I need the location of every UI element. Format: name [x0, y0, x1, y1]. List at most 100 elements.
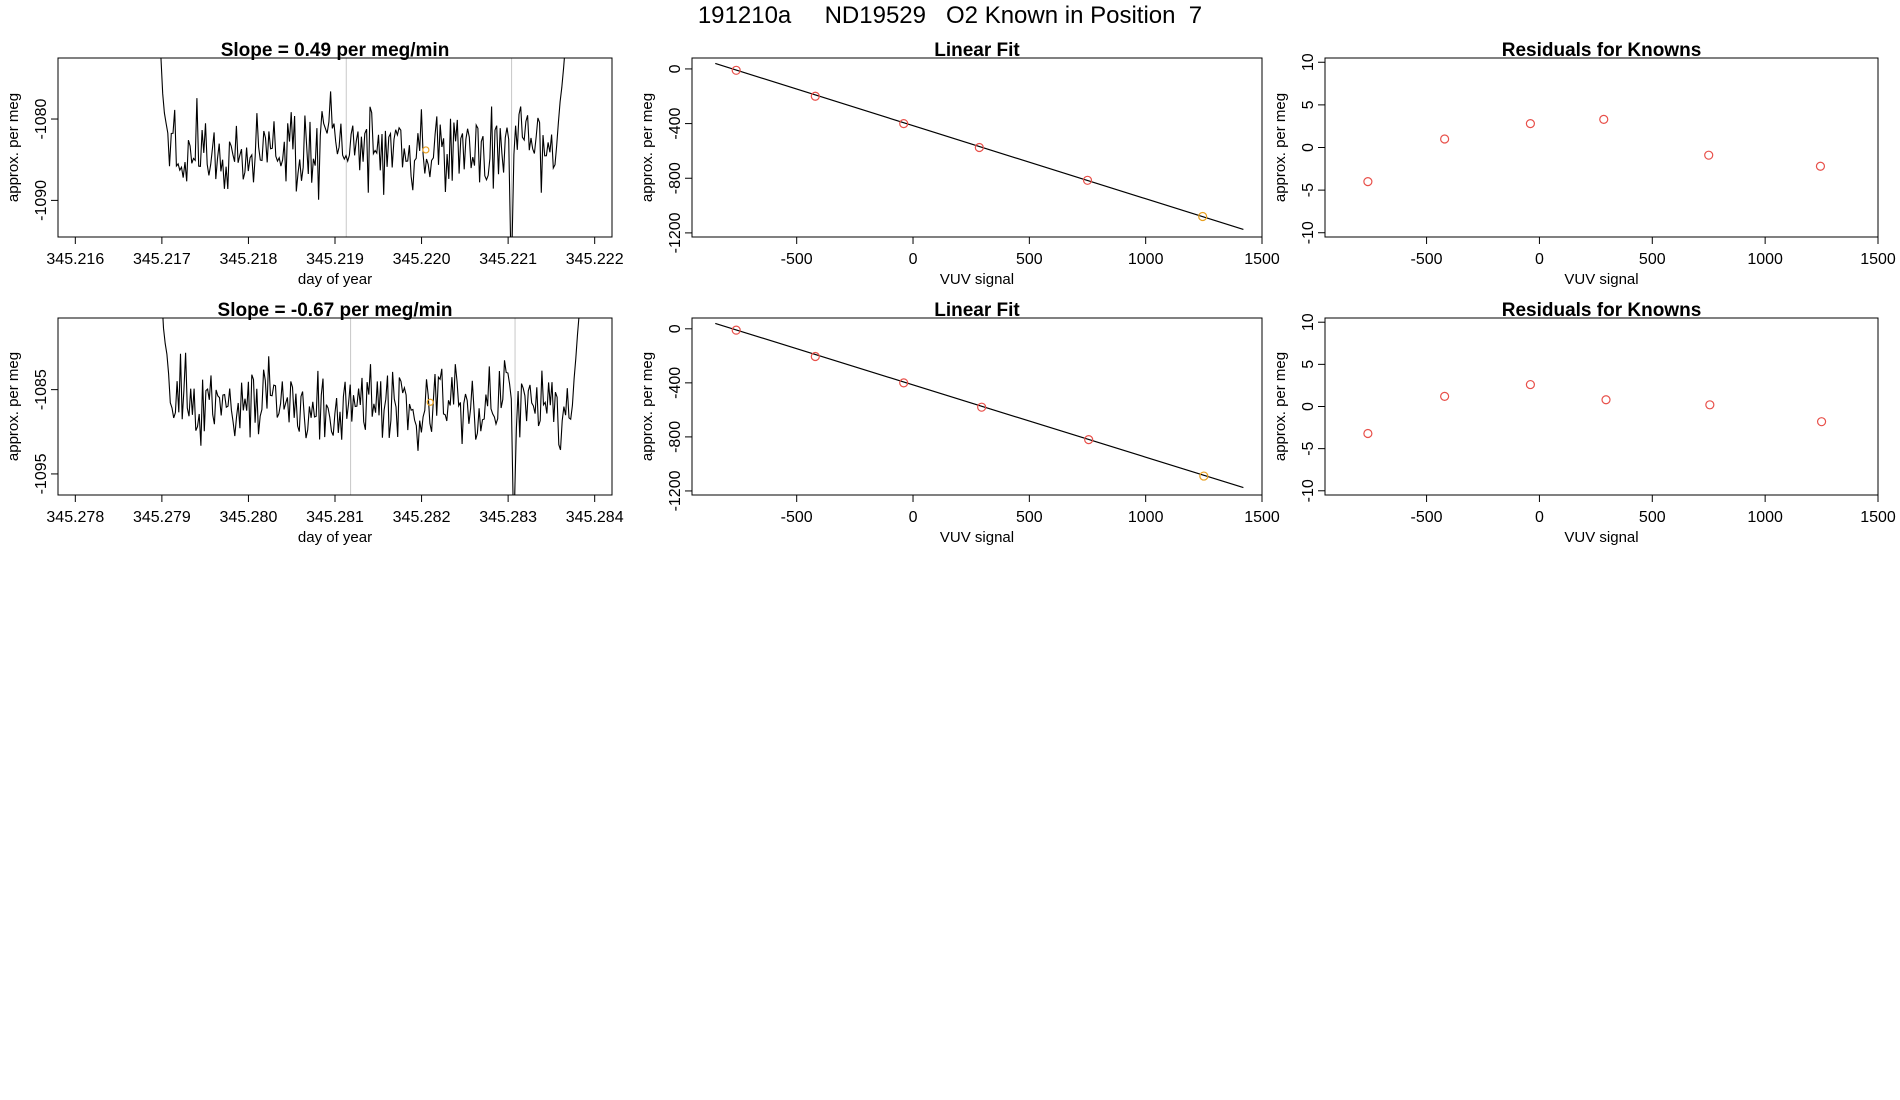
x-tick-label: -500: [1411, 509, 1443, 526]
plot-area: [160, 58, 565, 237]
x-tick-label: 345.284: [566, 509, 624, 526]
y-tick-label: -10: [1300, 221, 1317, 244]
y-tick-label: 0: [1300, 402, 1317, 411]
y-tick-label: -5: [1300, 441, 1317, 455]
data-point: [977, 402, 987, 412]
y-tick-label: 0: [667, 64, 684, 73]
y-tick-label: -1085: [33, 369, 50, 410]
x-tick-label: 345.282: [393, 509, 451, 526]
x-tick-label: -500: [1411, 251, 1443, 268]
plot-area: [715, 322, 1244, 489]
data-point: [1084, 435, 1094, 445]
x-tick-label: 345.217: [133, 251, 191, 268]
y-tick-label: -800: [667, 162, 684, 194]
data-point: [1440, 134, 1450, 144]
x-tick-label: 345.216: [46, 251, 104, 268]
highlight-point: [1198, 211, 1208, 222]
data-point: [1705, 400, 1715, 410]
y-tick-label: 0: [667, 324, 684, 333]
x-axis-label: VUV signal: [940, 271, 1014, 288]
x-tick-label: 345.278: [46, 509, 104, 526]
panel-title: Residuals for Knowns: [1502, 40, 1702, 61]
x-tick-label: 345.280: [220, 509, 278, 526]
y-axis-label: approx. per meg: [639, 93, 656, 202]
highlight-point: [422, 146, 430, 154]
y-tick-label: -10: [1300, 479, 1317, 502]
y-tick-label: -1080: [33, 98, 50, 139]
x-tick-label: -500: [781, 251, 813, 268]
y-axis-label: approx. per meg: [5, 352, 22, 461]
plot-frame: [1324, 57, 1879, 238]
plot-frame: [691, 317, 1263, 496]
data-point: [899, 118, 909, 129]
x-axis-label: VUV signal: [1564, 529, 1638, 546]
y-tick-label: -5: [1300, 183, 1317, 197]
y-axis-label: approx. per meg: [5, 93, 22, 202]
x-tick-label: 0: [1535, 509, 1544, 526]
fit-line: [715, 62, 1244, 231]
x-axis-label: day of year: [298, 529, 372, 546]
plot-frame: [691, 57, 1263, 238]
y-axis-label: approx. per meg: [639, 352, 656, 461]
data-series-line: [162, 318, 580, 495]
data-point: [1599, 114, 1609, 124]
data-point: [731, 325, 741, 335]
chart-panel-5: Linear Fit -500 0 500 1000 1500 0 -400 -800 -1200…: [639, 300, 1280, 546]
highlight-point: [1199, 471, 1209, 481]
x-tick-label: 500: [1639, 509, 1666, 526]
y-tick-label: -800: [667, 421, 684, 453]
panel-title: Linear Fit: [934, 300, 1020, 321]
plot-area: [162, 318, 580, 495]
y-axis-label: approx. per meg: [1272, 352, 1289, 461]
y-tick-label: -1200: [667, 470, 684, 511]
x-tick-label: 0: [909, 251, 918, 268]
plot-frame: [57, 57, 613, 238]
chart-panel-1: Slope = 0.49 per meg/min 345.216 345.217 34…: [5, 40, 624, 288]
x-tick-label: 345.281: [306, 509, 364, 526]
data-point: [1815, 161, 1826, 171]
data-point: [899, 378, 909, 388]
chart-panel-4: Slope = -0.67 per meg/min 345.278 345.279 3…: [5, 300, 624, 546]
x-tick-label: 345.221: [479, 251, 537, 268]
x-tick-label: 500: [1016, 509, 1043, 526]
x-axis-label: VUV signal: [940, 529, 1014, 546]
x-tick-label: 1000: [1128, 509, 1164, 526]
data-point: [1363, 428, 1373, 439]
x-axis-label: VUV signal: [1564, 271, 1638, 288]
data-point: [731, 65, 741, 75]
x-tick-label: 500: [1016, 251, 1043, 268]
x-axis-label: day of year: [298, 271, 372, 288]
data-series-line: [160, 58, 565, 237]
x-tick-label: 345.220: [393, 251, 451, 268]
panel-title: Linear Fit: [934, 40, 1020, 61]
data-point: [974, 142, 984, 153]
x-tick-label: 1000: [1128, 251, 1164, 268]
fit-line: [715, 322, 1244, 489]
plot-frame: [1324, 317, 1879, 496]
data-point: [1601, 395, 1611, 405]
y-tick-label: 5: [1300, 100, 1317, 109]
chart-panel-2: Linear Fit -500 0 500 1000 1500 0 -400 -800 -1200…: [639, 40, 1280, 288]
data-point: [1704, 150, 1714, 160]
data-point: [810, 91, 820, 101]
data-point: [1816, 417, 1827, 427]
x-tick-label: 0: [1535, 251, 1544, 268]
data-point: [810, 351, 820, 362]
y-tick-label: -1200: [667, 212, 684, 253]
y-axis-label: approx. per meg: [1272, 93, 1289, 202]
x-tick-label: 1500: [1244, 251, 1280, 268]
page-title: 191210a ND19529 O2 Known in Position 7: [697, 2, 1203, 29]
x-tick-label: 1500: [1244, 509, 1280, 526]
x-tick-label: 1000: [1747, 509, 1783, 526]
x-tick-label: 345.218: [220, 251, 278, 268]
x-tick-label: 345.219: [306, 251, 364, 268]
y-tick-label: 10: [1300, 313, 1317, 331]
panel-title: Slope = -0.67 per meg/min: [218, 300, 453, 321]
data-point: [1525, 119, 1536, 129]
plot-area: [1363, 114, 1826, 187]
y-tick-label: -1090: [33, 180, 50, 221]
x-tick-label: 1000: [1747, 251, 1783, 268]
x-tick-label: 1500: [1860, 251, 1896, 268]
data-point: [1363, 176, 1373, 187]
